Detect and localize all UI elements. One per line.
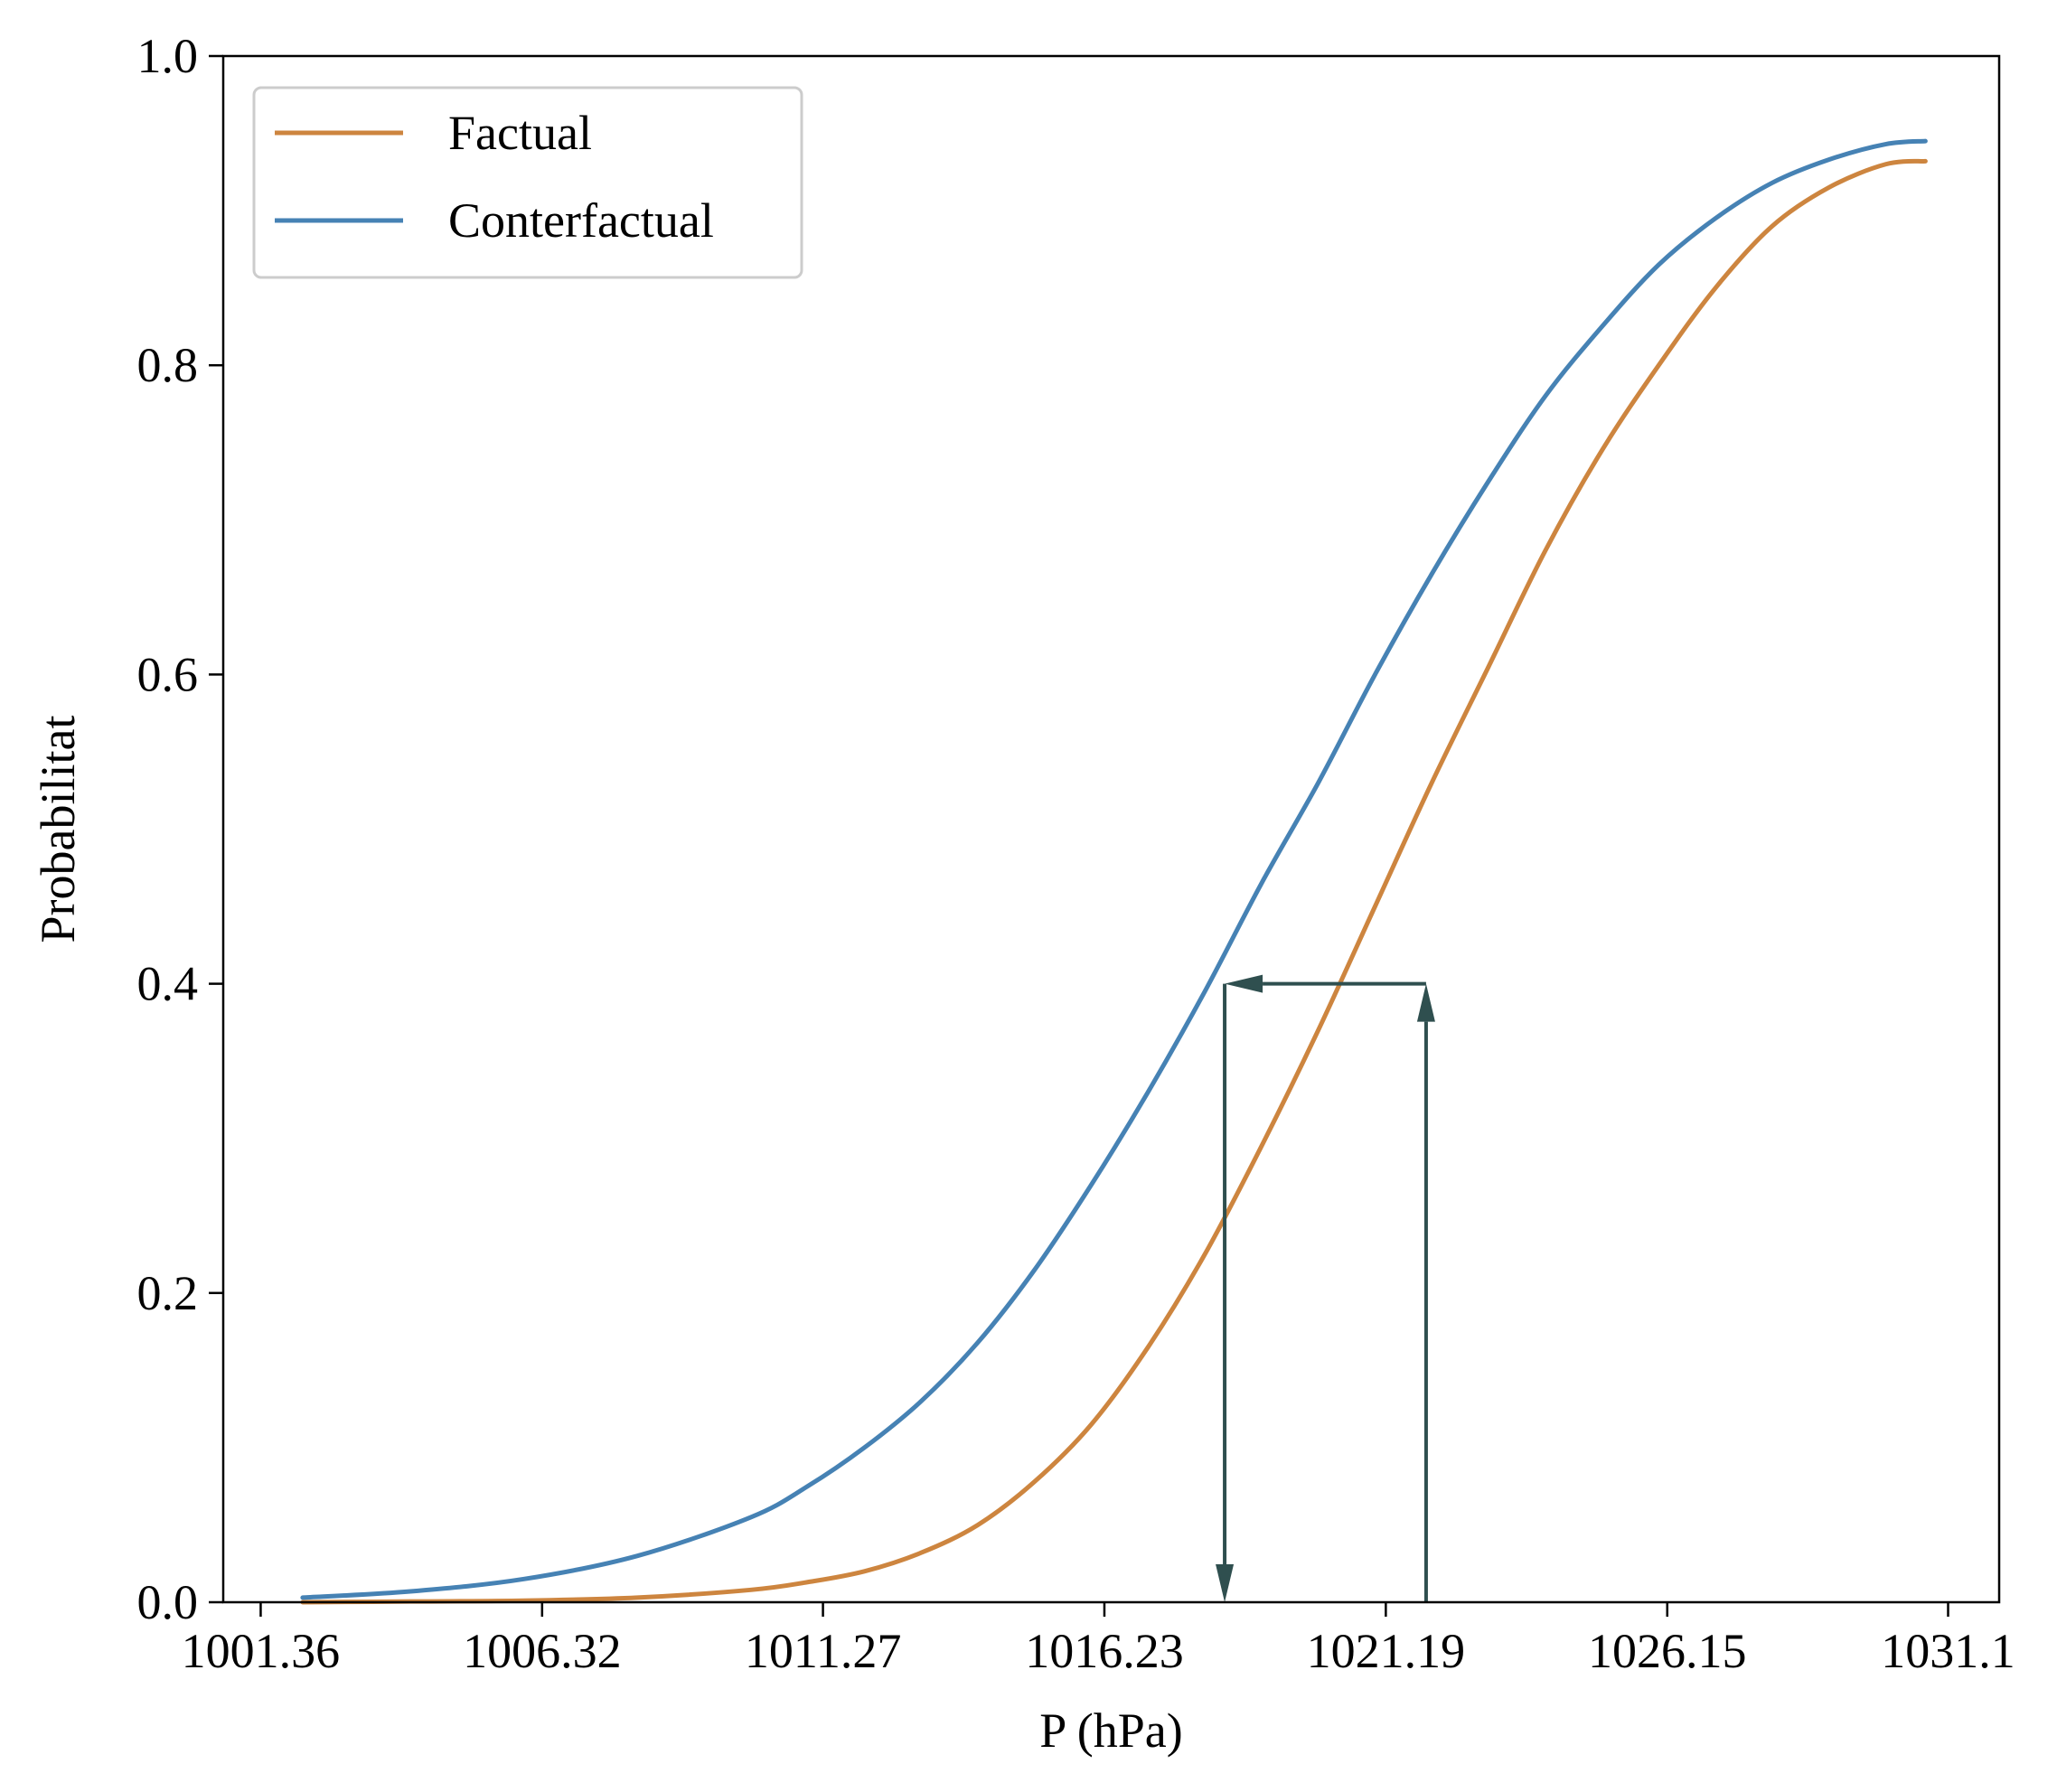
y-tick-label: 1.0 — [137, 29, 199, 83]
legend-label-conterfactual: Conterfactual — [448, 193, 714, 248]
arrow-head-1 — [1225, 974, 1263, 993]
plot-area — [300, 138, 1928, 1605]
y-tick-label: 0.4 — [137, 957, 199, 1011]
x-axis: 1001.36 1006.32 1011.27 1016.23 1021.19 1026.… — [182, 1602, 2015, 1678]
series-line-factual — [300, 158, 1928, 1605]
annotation-arrows — [1216, 974, 1435, 1602]
plot-frame — [221, 54, 2001, 1604]
legend: Factual Conterfactual — [252, 86, 803, 279]
y-tick-label: 0.6 — [137, 647, 199, 701]
x-tick-label: 1016.23 — [1025, 1624, 1184, 1678]
y-axis: 0.0 0.2 0.4 0.6 0.8 1.0 — [137, 29, 223, 1629]
x-tick-label: 1006.32 — [463, 1624, 622, 1678]
x-tick-label: 1001.36 — [182, 1624, 341, 1678]
y-tick-label: 0.8 — [137, 338, 199, 392]
x-tick-label: 1031.1 — [1881, 1624, 2015, 1678]
arrow-head-2 — [1216, 1564, 1235, 1602]
x-axis-label: P (hPa) — [1039, 1703, 1183, 1758]
x-tick-label: 1011.27 — [745, 1624, 902, 1678]
arrow-head-0 — [1416, 983, 1435, 1022]
x-tick-label: 1021.19 — [1307, 1624, 1466, 1678]
y-tick-label: 0.2 — [137, 1266, 199, 1320]
x-tick-label: 1026.15 — [1588, 1624, 1747, 1678]
y-axis-label: Probabilitat — [31, 716, 85, 943]
y-tick-label: 0.0 — [137, 1575, 199, 1629]
series-line-conterfactual — [300, 138, 1928, 1600]
legend-label-factual: Factual — [448, 106, 592, 160]
